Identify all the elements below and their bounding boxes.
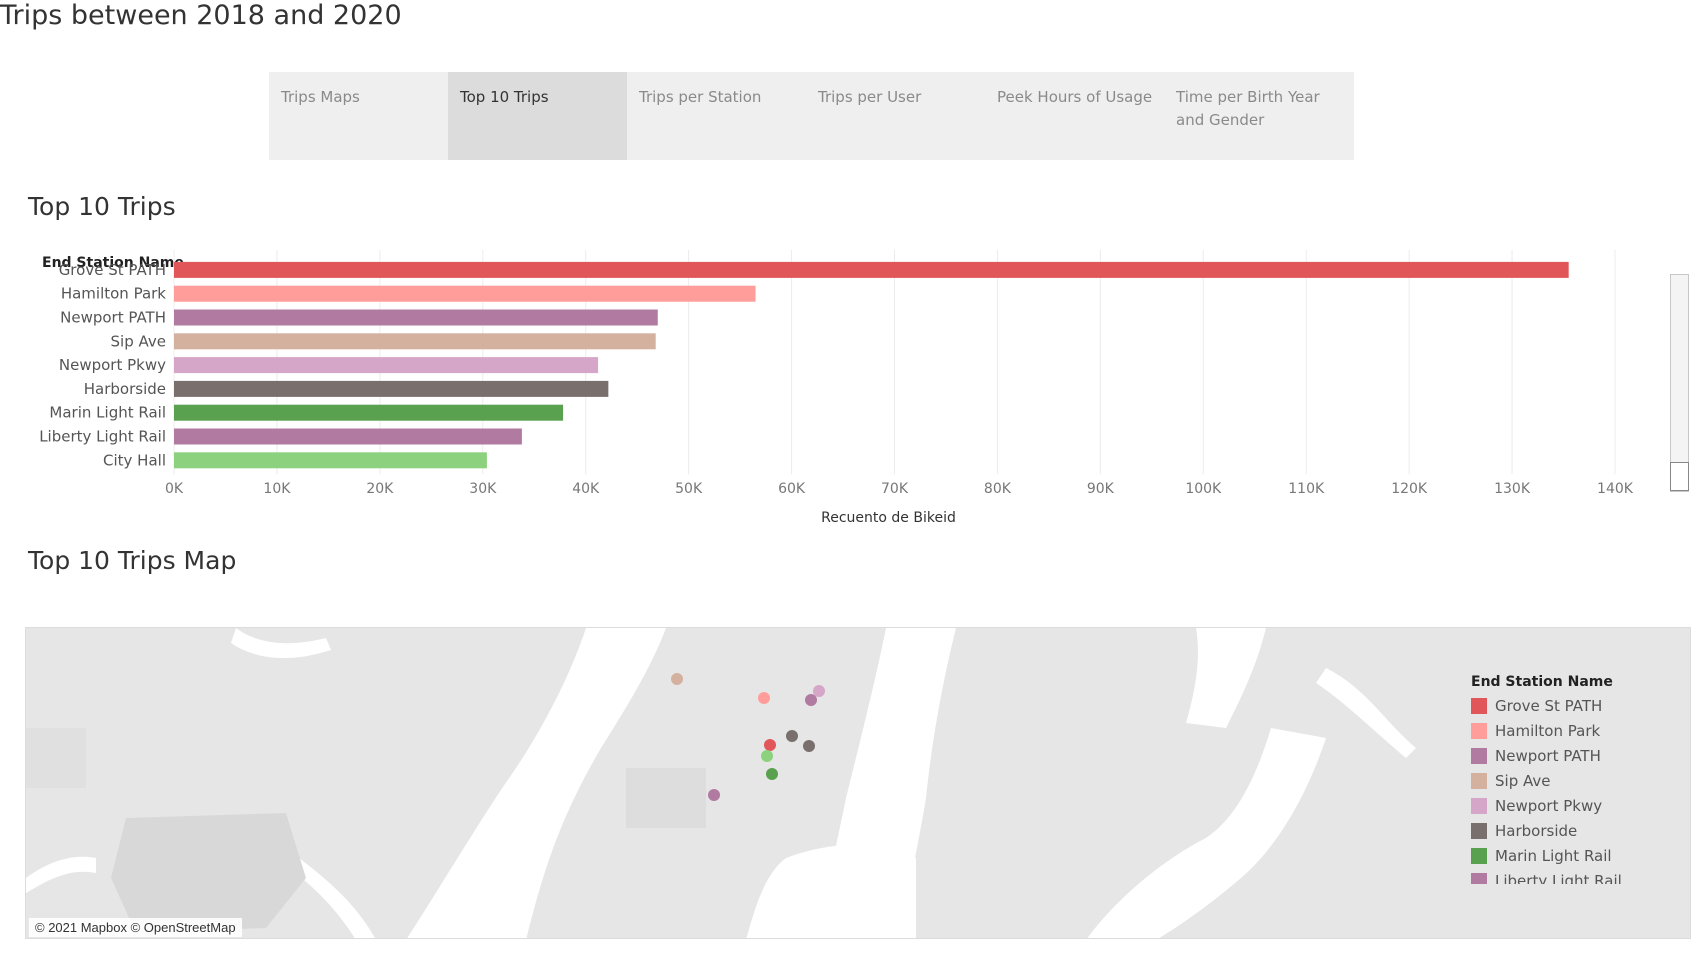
category-label-newport-pkwy: Newport Pkwy	[59, 356, 166, 374]
chart-scrollbar-thumb[interactable]	[1670, 462, 1689, 491]
x-tick-label: 60K	[778, 481, 806, 497]
category-label-grove-st-path: Grove St PATH	[59, 261, 166, 279]
map-point-newport-pkwy[interactable]	[813, 685, 825, 697]
bar-newport-path[interactable]	[174, 309, 658, 326]
category-label-sip-ave: Sip Ave	[111, 332, 166, 350]
chart-scrollbar[interactable]	[1670, 274, 1689, 492]
legend-label: Newport PATH	[1495, 746, 1601, 765]
map-point-liberty-light-rail[interactable]	[708, 789, 720, 801]
legend-swatch	[1471, 722, 1487, 739]
x-tick-label: 120K	[1391, 481, 1428, 497]
west-stream	[26, 856, 96, 893]
bar-sip-ave[interactable]	[174, 333, 656, 350]
legend-item-sip-ave[interactable]: Sip Ave	[1471, 768, 1671, 793]
map-view[interactable]: © 2021 Mapbox © OpenStreetMap End Statio…	[25, 627, 1691, 939]
x-tick-label: 0K	[165, 481, 184, 497]
park-area	[626, 768, 706, 828]
bar-chart-title: Top 10 Trips	[28, 192, 176, 221]
legend-label: Harborside	[1495, 821, 1578, 840]
bar-chart: 0K 10K 20K 30K 40K 50K 60K 70K 80K 90K 100K 110K 120…	[0, 250, 1706, 560]
tab-time-per-birth-year[interactable]: Time per Birth Year and Gender	[1164, 72, 1354, 160]
legend-label: Hamilton Park	[1495, 721, 1601, 740]
map-point-hamilton-park[interactable]	[758, 692, 770, 704]
legend-items: Grove St PATH Hamilton Park Newport PATH Si…	[1471, 693, 1671, 884]
map-point-city-hall[interactable]	[761, 750, 773, 762]
x-tick-label: 80K	[984, 481, 1012, 497]
x-tick-label: 140K	[1597, 481, 1634, 497]
x-tick-label: 100K	[1185, 481, 1222, 497]
tab-trips-per-user[interactable]: Trips per User	[806, 72, 996, 160]
x-tick-label: 130K	[1494, 481, 1531, 497]
x-tick-label: 10K	[263, 481, 291, 497]
map-point-newport-path[interactable]	[805, 694, 817, 706]
tab-trips-per-station[interactable]: Trips per Station	[627, 72, 817, 160]
legend-swatch	[1471, 747, 1487, 764]
category-label-harborside: Harborside	[84, 380, 166, 398]
legend-item-newport-pkwy[interactable]: Newport Pkwy	[1471, 793, 1671, 818]
bar-marin-light-rail[interactable]	[174, 404, 564, 421]
marsh-area	[26, 728, 86, 788]
map-attribution: © 2021 Mapbox © OpenStreetMap	[29, 918, 242, 937]
legend-item-liberty-light-rail[interactable]: Liberty Light Rail	[1471, 868, 1671, 884]
legend-swatch	[1471, 872, 1487, 884]
bar-liberty-light-rail[interactable]	[174, 428, 522, 445]
category-label-liberty-light-rail: Liberty Light Rail	[39, 428, 166, 446]
x-tick-label: 110K	[1288, 481, 1325, 497]
x-tick-label: 40K	[572, 481, 600, 497]
map-point-grove-st-path[interactable]	[764, 739, 776, 751]
airport-area	[111, 813, 306, 933]
map-basemap	[26, 628, 1416, 938]
legend-swatch	[1471, 697, 1487, 714]
x-tick-label: 70K	[881, 481, 909, 497]
category-label-newport-path: Newport PATH	[60, 309, 166, 327]
east-river	[1087, 728, 1326, 938]
legend-label: Grove St PATH	[1495, 696, 1603, 715]
bar-harborside[interactable]	[174, 380, 609, 397]
legend-label: Sip Ave	[1495, 771, 1551, 790]
map-title: Top 10 Trips Map	[28, 546, 237, 575]
x-tick-label: 90K	[1087, 481, 1115, 497]
x-tick-label: 30K	[469, 481, 497, 497]
map-legend: End Station Name Grove St PATH Hamilton P…	[1471, 674, 1671, 884]
map-point-marin-light-rail[interactable]	[766, 768, 778, 780]
map-point-sip-ave[interactable]	[671, 673, 683, 685]
tab-top-10-trips[interactable]: Top 10 Trips	[448, 72, 638, 160]
legend-title: End Station Name	[1471, 674, 1613, 690]
bar-city-hall[interactable]	[174, 452, 487, 469]
page-title: Trips between 2018 and 2020	[0, 0, 402, 31]
bar-hamilton-park[interactable]	[174, 285, 756, 302]
legend-swatch	[1471, 772, 1487, 789]
bar-newport-pkwy[interactable]	[174, 357, 599, 374]
legend-item-newport-path[interactable]: Newport PATH	[1471, 743, 1671, 768]
map-point-harborside[interactable]	[786, 730, 798, 742]
legend-item-marin-light-rail[interactable]: Marin Light Rail	[1471, 843, 1671, 868]
legend-item-harborside[interactable]: Harborside	[1471, 818, 1671, 843]
bar-grove-st-path[interactable]	[174, 261, 1569, 278]
map-point-harborside[interactable]	[803, 740, 815, 752]
legend-label: Marin Light Rail	[1495, 846, 1612, 865]
tab-peek-hours-of-usage[interactable]: Peek Hours of Usage	[985, 72, 1175, 160]
harlem-river	[1186, 628, 1266, 728]
legend-swatch	[1471, 822, 1487, 839]
upper-bay	[746, 844, 916, 938]
legend-swatch	[1471, 847, 1487, 864]
x-axis-title: Recuento de Bikeid	[821, 510, 956, 526]
legend-label: Newport Pkwy	[1495, 796, 1603, 815]
map-points	[671, 673, 825, 801]
y-axis-header: End Station Name	[42, 255, 184, 271]
north-stream	[231, 628, 331, 659]
category-label-marin-light-rail: Marin Light Rail	[49, 404, 166, 422]
hackensack-river	[407, 628, 666, 938]
legend-item-hamilton-park[interactable]: Hamilton Park	[1471, 718, 1671, 743]
legend-swatch	[1471, 797, 1487, 814]
legend-label: Liberty Light Rail	[1495, 871, 1622, 885]
x-tick-label: 50K	[675, 481, 703, 497]
tab-trips-maps[interactable]: Trips Maps	[269, 72, 459, 160]
legend-item-grove-st-path[interactable]: Grove St PATH	[1471, 693, 1671, 718]
category-label-hamilton-park: Hamilton Park	[61, 285, 166, 303]
bar-chart-svg: 0K 10K 20K 30K 40K 50K 60K 70K 80K 90K 100K 110K 120…	[39, 250, 1634, 526]
bronx-creek	[1316, 668, 1416, 758]
category-label-city-hall: City Hall	[103, 451, 166, 469]
x-tick-label: 20K	[366, 481, 394, 497]
